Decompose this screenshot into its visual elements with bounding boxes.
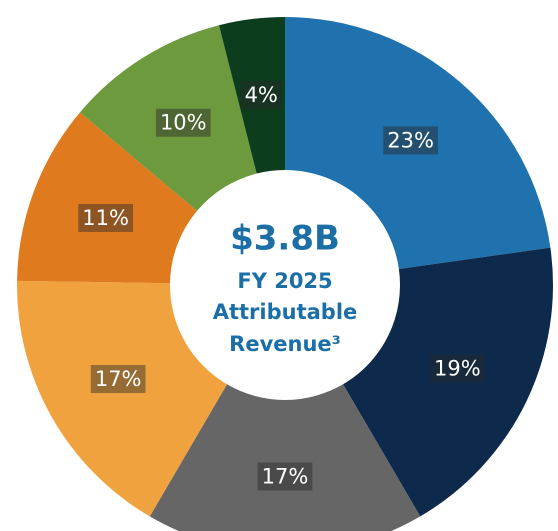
slice-label: 19% bbox=[430, 354, 485, 383]
value-label: 23% bbox=[387, 128, 434, 152]
donut-slice bbox=[149, 384, 421, 531]
center-text: FY 2025 bbox=[237, 269, 332, 293]
value-label: 19% bbox=[434, 356, 481, 380]
slice-label: 17% bbox=[90, 365, 146, 394]
center-text: Revenue³ bbox=[229, 332, 341, 356]
center-text: $3.8B bbox=[230, 219, 340, 259]
slice-label: 10% bbox=[155, 108, 211, 137]
donut-slice bbox=[17, 280, 227, 517]
donut-slice bbox=[79, 25, 257, 211]
center-text: Attributable bbox=[213, 300, 358, 324]
value-label: 10% bbox=[160, 111, 207, 135]
slice-label: 17% bbox=[257, 462, 313, 491]
label-box bbox=[155, 108, 211, 137]
label-box bbox=[240, 80, 282, 109]
value-label: 17% bbox=[262, 465, 309, 489]
label-box bbox=[90, 365, 146, 394]
slice-label: 11% bbox=[78, 203, 133, 232]
donut-slice bbox=[218, 17, 285, 174]
donut-slice bbox=[343, 247, 553, 517]
label-box bbox=[78, 203, 133, 232]
value-label: 11% bbox=[82, 206, 129, 230]
slice-label: 23% bbox=[383, 126, 438, 155]
label-box bbox=[257, 462, 313, 491]
value-label: 4% bbox=[245, 83, 278, 107]
slice-label: 4% bbox=[240, 80, 282, 109]
donut-slice bbox=[285, 17, 551, 269]
value-label: 17% bbox=[95, 367, 142, 391]
donut-slice bbox=[17, 112, 198, 284]
label-box bbox=[430, 354, 485, 383]
label-box bbox=[383, 126, 438, 155]
